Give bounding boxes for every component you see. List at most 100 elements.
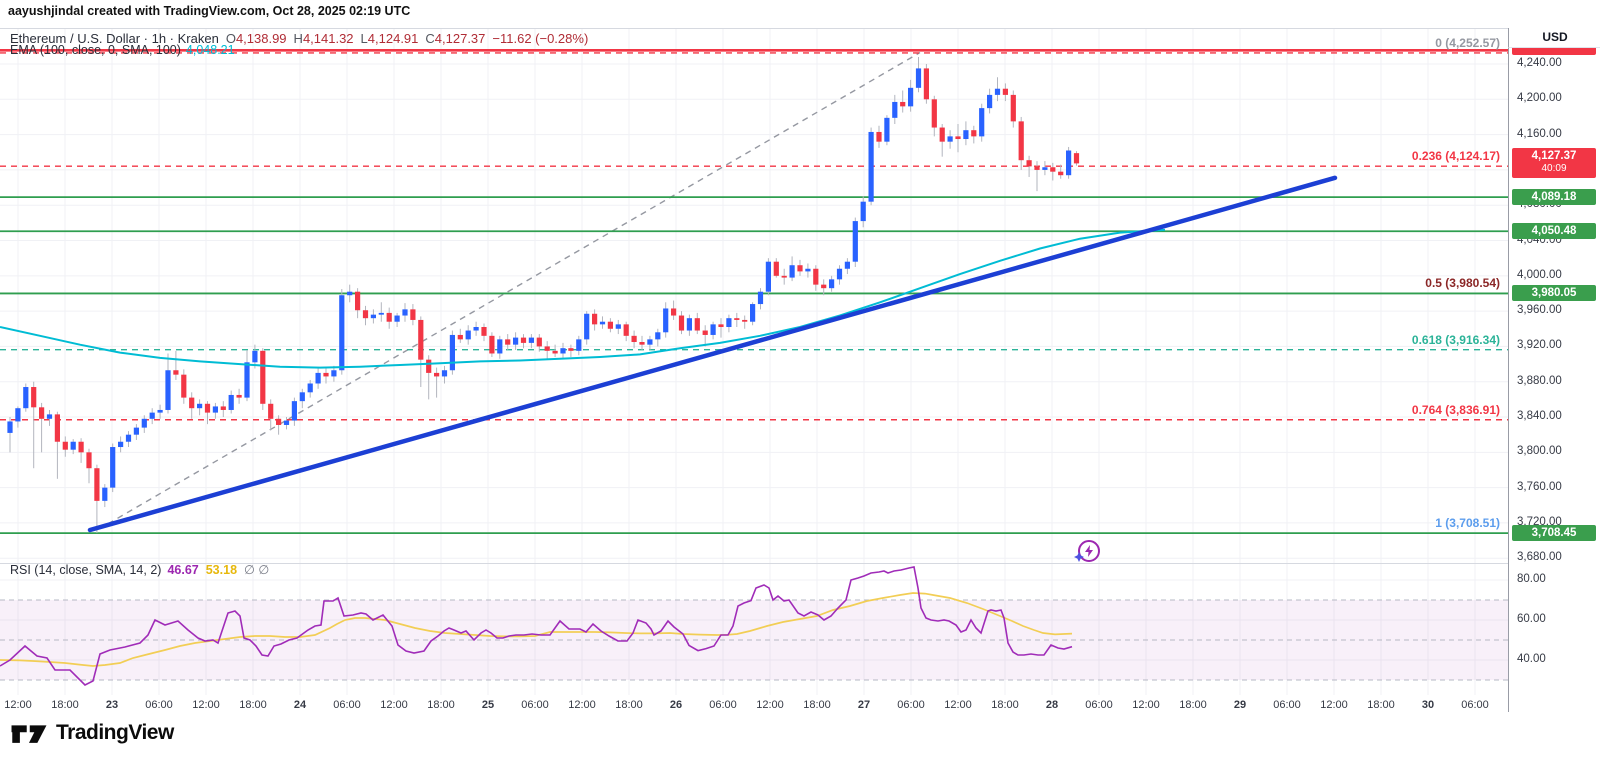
candle-body (149, 412, 155, 419)
ema-line[interactable] (0, 228, 1166, 369)
candle-body (860, 201, 866, 222)
candle-body (252, 350, 258, 363)
time-tick: 18:00 (803, 699, 831, 711)
price-tick: 3,680.00 (1517, 551, 1562, 564)
time-tick: 06:00 (1085, 699, 1113, 711)
candle-body (457, 334, 463, 340)
time-tick: 26 (669, 699, 683, 711)
price-tick: 4,240.00 (1517, 57, 1562, 69)
candle-body (497, 339, 503, 354)
price-tick: 3,760.00 (1517, 480, 1562, 493)
tradingview-logo[interactable]: TradingView (10, 718, 174, 748)
candle-body (536, 337, 542, 347)
candle-body (118, 441, 124, 448)
candle-body (46, 414, 53, 419)
time-tick: 06:00 (521, 699, 549, 711)
fib-label: 1 (3,708.51) (1435, 516, 1500, 531)
candle-body (908, 87, 914, 107)
symbol-title[interactable]: Ethereum / U.S. Dollar · 1h · Kraken (10, 31, 219, 46)
candle-body (955, 136, 961, 140)
candle-body (742, 319, 748, 322)
candle-body (647, 339, 653, 345)
alert-price-badge (1512, 46, 1596, 56)
currency-label[interactable]: USD (1508, 28, 1600, 48)
time-tick: 18:00 (51, 699, 79, 711)
candle-body (315, 372, 321, 384)
rsi-line (0, 566, 1073, 686)
candle-body (599, 321, 606, 325)
candle-body (734, 318, 740, 320)
candle-body (884, 117, 890, 142)
price-tick: 3,880.00 (1517, 374, 1562, 387)
candle-body (370, 314, 376, 319)
tradingview-logo-icon (11, 725, 47, 743)
candle-body (757, 291, 764, 305)
candle-body (568, 348, 574, 351)
candle-body (994, 88, 1001, 95)
symbol-legend[interactable]: Ethereum / U.S. Dollar · 1h · Kraken O4,1… (10, 31, 588, 46)
candle-body (402, 309, 408, 316)
candle-body (441, 370, 448, 377)
attribution-text: aayushjindal created with TradingView.co… (8, 4, 411, 18)
lightning-icon[interactable] (1074, 540, 1100, 562)
candle-body (212, 406, 218, 413)
candle-body (291, 401, 297, 421)
candle-body (39, 407, 45, 419)
rsi-tick: 80.00 (1517, 573, 1546, 585)
candle-body (54, 414, 60, 442)
ema-legend[interactable]: EMA (100, close, 0, SMA, 100) 4,048.21 (10, 43, 235, 57)
candle-body (829, 279, 835, 289)
candle-body (7, 421, 13, 433)
candle-body (473, 327, 479, 331)
candle-body (844, 261, 850, 269)
pane-separator[interactable] (0, 563, 1600, 564)
time-tick: 24 (293, 699, 307, 711)
candle-body (987, 94, 993, 109)
horizontal-levels[interactable] (0, 49, 1508, 535)
candle-body (70, 441, 76, 450)
price-axis[interactable]: 4,240.004,200.004,160.004,120.004,080.00… (1508, 28, 1600, 712)
candle-body (868, 131, 874, 202)
time-tick: 12:00 (4, 699, 32, 711)
candle-body (434, 372, 440, 377)
candle-body (560, 348, 566, 354)
time-tick: 12:00 (380, 699, 408, 711)
candle-body (852, 221, 858, 262)
candle-body (157, 409, 163, 413)
candle-body (576, 339, 582, 351)
candle-body (1002, 88, 1008, 95)
time-tick: 06:00 (1461, 699, 1489, 711)
ema-label: EMA (100, close, 0, SMA, 100) (10, 43, 181, 57)
time-tick: 06:00 (145, 699, 173, 711)
candle-body (1034, 166, 1040, 170)
candle-body (931, 99, 937, 128)
ohlc-value: 4,141.32 (302, 31, 354, 46)
time-tick: 30 (1421, 699, 1435, 711)
trendline[interactable] (87, 175, 1338, 533)
ohlc-key: L (360, 31, 368, 46)
dashed-trendline[interactable] (107, 51, 921, 525)
candle-body (552, 350, 558, 354)
candle-body (347, 291, 353, 296)
candle-body (773, 261, 779, 276)
candle-body (1050, 167, 1056, 172)
candle-body (876, 131, 882, 142)
ohlc-values: O4,138.99 H4,141.32 L4,124.91 C4,127.37 (219, 31, 486, 46)
candle-body (592, 313, 598, 325)
rsi-label: RSI (14, close, SMA, 14, 2) (10, 563, 162, 577)
candle-body (386, 312, 392, 322)
grid (0, 28, 1508, 695)
candle-body (1010, 94, 1016, 122)
time-tick: 25 (481, 699, 495, 711)
candle-body (62, 441, 68, 450)
candle-body (813, 268, 819, 285)
candle-body (31, 387, 37, 408)
price-tick: 4,200.00 (1517, 92, 1562, 105)
candle-body (110, 447, 116, 488)
rsi-legend[interactable]: RSI (14, close, SMA, 14, 2) 46.67 53.18 ∅ ∅ (10, 562, 269, 577)
time-axis[interactable]: 12:00 18:00 23 06:00 12:00 18:00 24 06:00 12:00 1… (0, 695, 1508, 717)
candle-body (78, 441, 84, 453)
candle-body (686, 318, 692, 331)
price-tick: 3,720.00 (1517, 515, 1562, 528)
